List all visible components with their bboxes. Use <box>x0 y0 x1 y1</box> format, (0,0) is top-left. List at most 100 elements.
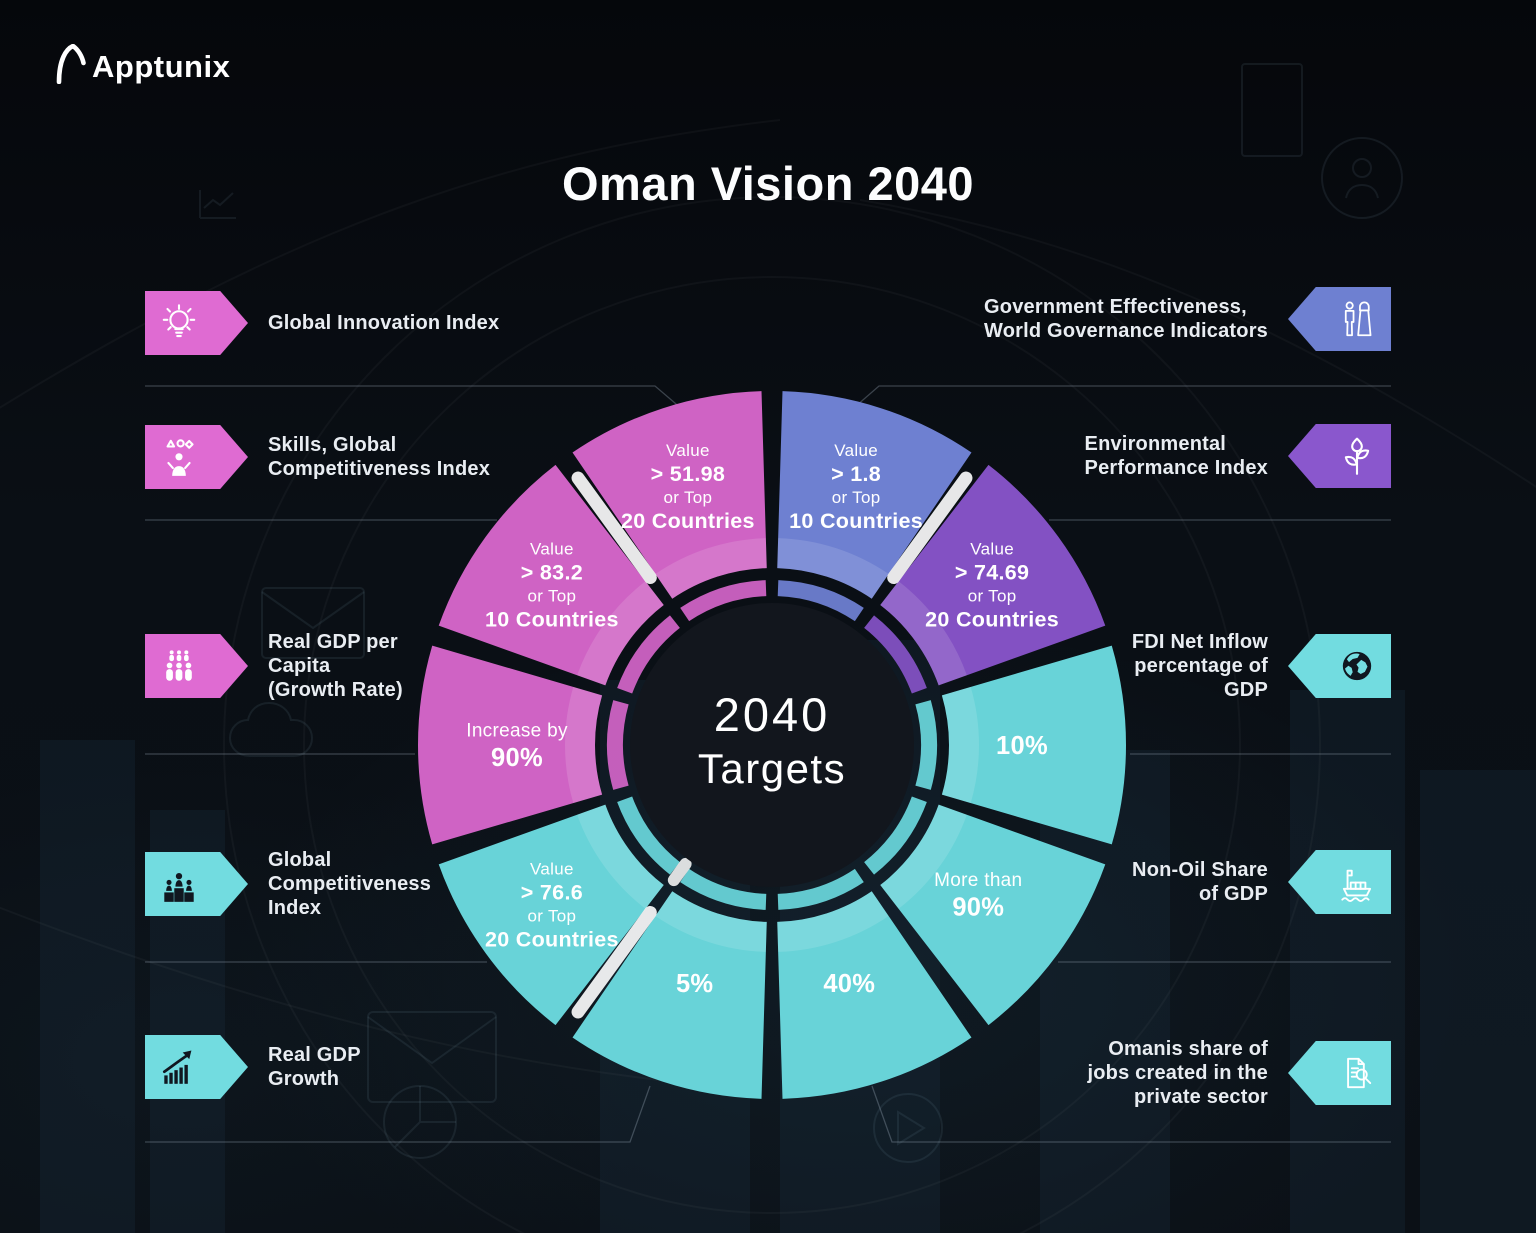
document-search-icon <box>1336 1052 1378 1094</box>
segment-target-line: 40% <box>823 970 875 998</box>
indicator-government-effectiveness: Government Effectiveness, World Governan… <box>984 287 1391 351</box>
indicator-real-gdp-per: Real GDP per Capita (Growth Rate) <box>145 630 403 702</box>
segment-target-line: 10% <box>996 732 1048 760</box>
indicator-badge <box>145 634 248 698</box>
segment-target-line: Value <box>970 540 1014 559</box>
segment-target-line: or Top <box>528 906 577 925</box>
targets-donut-chart: Value > 1.8 or Top 10 Countries Value > 74.69… <box>417 391 1127 1099</box>
indicator-fdi-net-inflow: FDI Net Inflow percentage of GDP <box>1132 630 1391 702</box>
podium-people-icon <box>158 863 200 905</box>
segment-target-line: More than <box>934 870 1022 891</box>
donut-segment-global-competitiveness-index: Value > 76.6 or Top 20 Countries <box>438 796 680 1026</box>
indicator-label: Omanis share of jobs created in the priv… <box>1087 1038 1268 1108</box>
segment-target-line: 10 Countries <box>789 509 923 533</box>
indicator-badge <box>145 291 248 355</box>
apptunix-logo: Apptunix <box>54 44 230 84</box>
indicator-label: Real GDP Growth <box>268 1044 361 1090</box>
segment-target-line: Value <box>530 859 574 878</box>
donut-segment-skills-global-competitiveness-index: Value > 83.2 or Top 10 Countries <box>438 464 680 694</box>
segment-target-line: 10 Countries <box>485 608 619 632</box>
segment-target-label: 40% <box>823 970 875 998</box>
donut-segment-real-gdp-growth: 5% <box>572 868 767 1099</box>
segment-target-label: Increase by 90% <box>466 720 568 772</box>
segment-target-label: Value > 74.69 or Top 20 Countries <box>925 540 1059 632</box>
segment-target-line: > 1.8 <box>831 462 881 486</box>
indicator-real-gdp: Real GDP Growth <box>145 1035 361 1099</box>
skills-shapes-icon <box>158 436 200 478</box>
gap-highlight-streak <box>887 471 973 585</box>
apptunix-logo-mark <box>56 44 86 84</box>
donut-center-circle <box>630 603 914 887</box>
growth-chart-icon <box>158 1046 200 1088</box>
indicator-badge <box>1288 850 1391 914</box>
omani-couple-icon <box>1336 298 1378 340</box>
segment-target-label: Value > 51.98 or Top 20 Countries <box>621 441 755 533</box>
indicator-global: Global Competitiveness Index <box>145 848 431 920</box>
donut-segment-real-gdp-per-capita-growth-rate: Increase by 90% <box>417 645 629 845</box>
lightbulb-icon <box>158 302 200 344</box>
donut-segment-non-oil-share-of-gdp: More than 90% <box>864 796 1106 1026</box>
phone-frame-icon <box>1241 63 1303 157</box>
segment-target-label: More than 90% <box>934 870 1022 922</box>
segment-target-line: Value <box>666 441 710 460</box>
indicator-badge <box>1288 287 1391 351</box>
indicator-omanis-share-of: Omanis share of jobs created in the priv… <box>1087 1037 1391 1109</box>
donut-segment-fdi-net-inflow-percentage-of-gdp: 10% <box>915 645 1127 845</box>
segment-target-label: 5% <box>676 970 713 998</box>
segment-target-line: 90% <box>952 894 1004 922</box>
indicator-non-oil-share: Non-Oil Share of GDP <box>1132 850 1391 914</box>
segment-target-label: Value > 83.2 or Top 10 Countries <box>485 540 619 632</box>
ship-icon <box>1336 861 1378 903</box>
indicator-badge <box>1288 634 1391 698</box>
segment-target-line: > 74.69 <box>955 561 1029 585</box>
indicator-label: Non-Oil Share of GDP <box>1132 859 1268 905</box>
gap-highlight-streak <box>667 857 692 887</box>
logo-text: Apptunix <box>92 49 231 84</box>
indicator-badge <box>145 852 248 916</box>
donut-center-title: 2040 Targets <box>698 688 846 792</box>
segment-target-line: or Top <box>832 488 881 507</box>
indicator-label: Global Competitiveness Index <box>268 849 432 919</box>
indicator-global-innovation-index: Global Innovation Index <box>145 291 499 355</box>
globe-icon <box>1336 645 1378 687</box>
segment-target-label: Value > 76.6 or Top 20 Countries <box>485 859 619 951</box>
plant-icon <box>1336 435 1378 477</box>
donut-segment-environmental-performance-index: Value > 74.69 or Top 20 Countries <box>864 464 1106 694</box>
segment-target-line: or Top <box>968 587 1017 606</box>
indicator-label: FDI Net Inflow percentage of GDP <box>1131 631 1268 701</box>
segment-target-line: or Top <box>664 488 713 507</box>
indicator-badge <box>1288 1041 1391 1105</box>
donut-segment-global-innovation-index: Value > 51.98 or Top 20 Countries <box>572 391 767 622</box>
indicator-label: Real GDP per Capita (Growth Rate) <box>268 631 403 701</box>
segment-target-label: 10% <box>996 732 1048 760</box>
segment-target-line: > 83.2 <box>521 561 583 585</box>
segment-target-line: 20 Countries <box>925 608 1059 632</box>
gap-highlight-streak <box>571 905 657 1019</box>
indicator-badge <box>1288 424 1391 488</box>
cloud-icon <box>228 701 314 757</box>
segment-target-line: 90% <box>491 744 543 772</box>
indicator-label: Government Effectiveness, World Governan… <box>984 296 1268 342</box>
center-line-targets: Targets <box>698 745 846 792</box>
page-title: Oman Vision 2040 <box>561 157 975 210</box>
center-line-2040: 2040 <box>714 688 831 741</box>
segment-target-line: Value <box>834 441 878 460</box>
donut-segment-omanis-share-of-jobs-created-in-the-private-sector: 40% <box>777 868 972 1099</box>
segment-target-line: Value <box>530 540 574 559</box>
indicator-label: Skills, Global Competitiveness Index <box>268 434 491 480</box>
gap-highlight-streak <box>571 471 657 585</box>
indicator-badge <box>145 1035 248 1099</box>
segment-target-line: 5% <box>676 970 713 998</box>
indicator-skills-global: Skills, Global Competitiveness Index <box>145 425 490 489</box>
segment-target-line: > 51.98 <box>651 462 725 486</box>
donut-segment-government-effectiveness-world-governance-indicators: Value > 1.8 or Top 10 Countries <box>777 391 972 622</box>
segment-target-line: Increase by <box>466 720 568 741</box>
segment-target-label: Value > 1.8 or Top 10 Countries <box>789 441 923 533</box>
indicator-badge <box>145 425 248 489</box>
indicator-label: Global Innovation Index <box>268 312 500 334</box>
people-group-icon <box>158 645 200 687</box>
indicator-label: Environmental Performance Index <box>1084 433 1268 479</box>
segment-target-line: or Top <box>528 587 577 606</box>
indicator-environmental: Environmental Performance Index <box>1085 424 1391 488</box>
